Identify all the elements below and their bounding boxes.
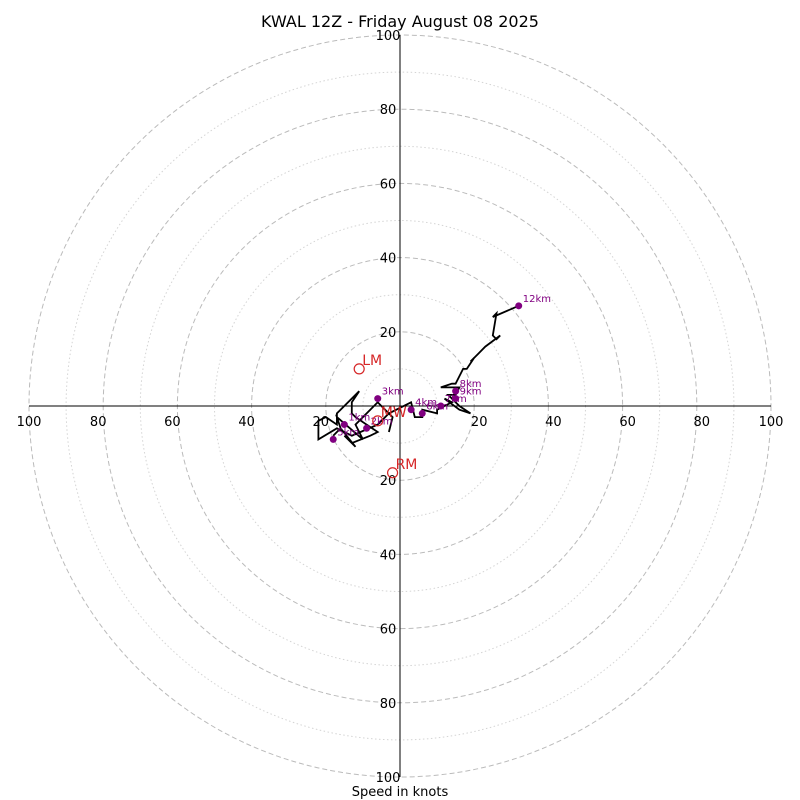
height-label-3km: 3km xyxy=(382,387,404,398)
tick-label-left: 40 xyxy=(238,415,255,430)
height-label-4km: 4km xyxy=(415,398,437,409)
height-marker-12km xyxy=(515,302,523,310)
height-marker-4km xyxy=(407,406,415,414)
tick-label-right: 100 xyxy=(759,415,784,430)
tick-label-bottom: 20 xyxy=(380,474,397,489)
storm-motion-marker-lm xyxy=(353,363,365,375)
hodograph-line xyxy=(317,304,520,448)
x-axis-label: Speed in knots xyxy=(352,785,449,800)
height-label-8km: 8km xyxy=(460,379,482,390)
tick-label-top: 100 xyxy=(376,29,401,44)
height-label-2km: 2km xyxy=(371,416,393,427)
tick-label-right: 40 xyxy=(545,415,562,430)
axes xyxy=(29,35,771,777)
storm-motion-markers: LM MW RM xyxy=(353,353,418,479)
tick-label-top: 80 xyxy=(380,103,397,118)
tick-label-top: 60 xyxy=(380,177,397,192)
tick-label-right: 80 xyxy=(694,415,711,430)
tick-label-left: 20 xyxy=(313,415,330,430)
tick-label-top: 20 xyxy=(380,326,397,341)
tick-label-left: 100 xyxy=(17,415,42,430)
tick-label-left: 80 xyxy=(90,415,107,430)
height-marker-1km xyxy=(340,421,348,429)
height-label-12km: 12km xyxy=(523,294,551,305)
height-label-6km: 6km xyxy=(426,401,448,412)
storm-motion-label-rm: RM xyxy=(396,457,418,473)
height-label-5km: 5km xyxy=(337,427,359,438)
tick-label-bottom: 80 xyxy=(380,697,397,712)
hodograph-trace xyxy=(317,304,520,448)
height-markers: 1km2km3km4km5km6km7km8km9km12km xyxy=(329,294,551,443)
tick-labels: 20 20 20 20 40 40 40 40 60 60 60 60 80 80 80 80 100 100 10… xyxy=(17,29,784,786)
storm-motion-label-mw: MW xyxy=(381,405,407,421)
height-label-9km: 9km xyxy=(460,387,482,398)
storm-motion-marker-rm xyxy=(386,467,399,479)
tick-label-top: 40 xyxy=(380,252,397,267)
tick-label-right: 60 xyxy=(619,415,636,430)
tick-label-bottom: 100 xyxy=(376,771,401,786)
tick-label-left: 60 xyxy=(164,415,181,430)
height-marker-5km xyxy=(329,435,337,443)
tick-label-right: 20 xyxy=(471,415,488,430)
height-marker-7km xyxy=(437,402,445,410)
height-marker-8km xyxy=(452,387,460,395)
height-label-1km: 1km xyxy=(348,413,370,424)
chart-title: KWAL 12Z - Friday August 08 2025 xyxy=(261,12,539,31)
height-marker-9km xyxy=(452,395,460,403)
tick-label-bottom: 60 xyxy=(380,623,397,638)
height-marker-2km xyxy=(363,424,371,432)
height-marker-3km xyxy=(374,395,382,403)
height-marker-6km xyxy=(418,409,426,417)
tick-label-bottom: 40 xyxy=(380,548,397,563)
storm-motion-marker-mw xyxy=(372,415,384,427)
storm-motion-label-lm: LM xyxy=(362,353,382,369)
